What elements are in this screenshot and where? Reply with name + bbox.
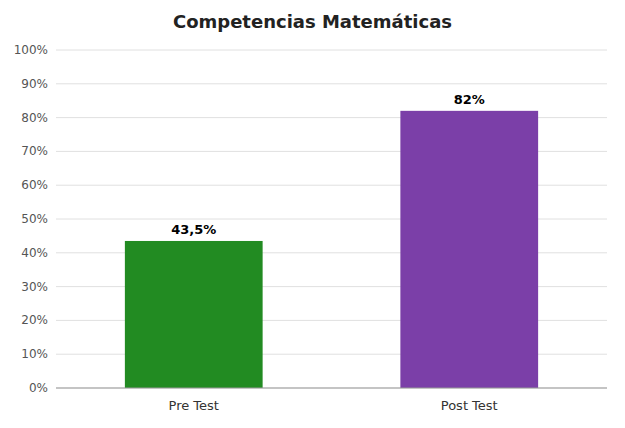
y-tick-label: 70% (21, 144, 48, 158)
x-tick-label: Pre Test (169, 398, 219, 413)
bar (125, 241, 263, 388)
grid-line (56, 83, 607, 84)
y-tick-label: 0% (29, 381, 48, 395)
y-tick-label: 20% (21, 313, 48, 327)
y-tick-label: 80% (21, 111, 48, 125)
y-tick-label: 100% (14, 43, 48, 57)
data-label: 43,5% (171, 222, 216, 237)
y-axis: 0% 10% 20% 30% 40% 50% 60% 70% 80% 90% 100% (14, 43, 607, 395)
data-label: 82% (454, 92, 485, 107)
x-axis: Pre Test Post Test (169, 398, 498, 413)
x-axis-line (56, 388, 607, 389)
chart: Competencias Matemáticas 0% 10% 20% 30% 40% 50… (0, 0, 625, 428)
grid-line (56, 388, 607, 389)
data-labels: 43,5% 82% (171, 92, 485, 237)
y-tick-label: 90% (21, 77, 48, 91)
y-tick-label: 60% (21, 178, 48, 192)
grid-line (56, 50, 607, 51)
x-tick-label: Post Test (441, 398, 498, 413)
title: Competencias Matemáticas (173, 11, 452, 32)
bar (400, 111, 538, 388)
chart-container: Competencias Matemáticas 0% 10% 20% 30% 40% 50… (0, 0, 625, 428)
y-tick-label: 50% (21, 212, 48, 226)
y-tick-label: 10% (21, 347, 48, 361)
y-tick-label: 40% (21, 246, 48, 260)
y-tick-label: 30% (21, 280, 48, 294)
bars (125, 111, 538, 388)
